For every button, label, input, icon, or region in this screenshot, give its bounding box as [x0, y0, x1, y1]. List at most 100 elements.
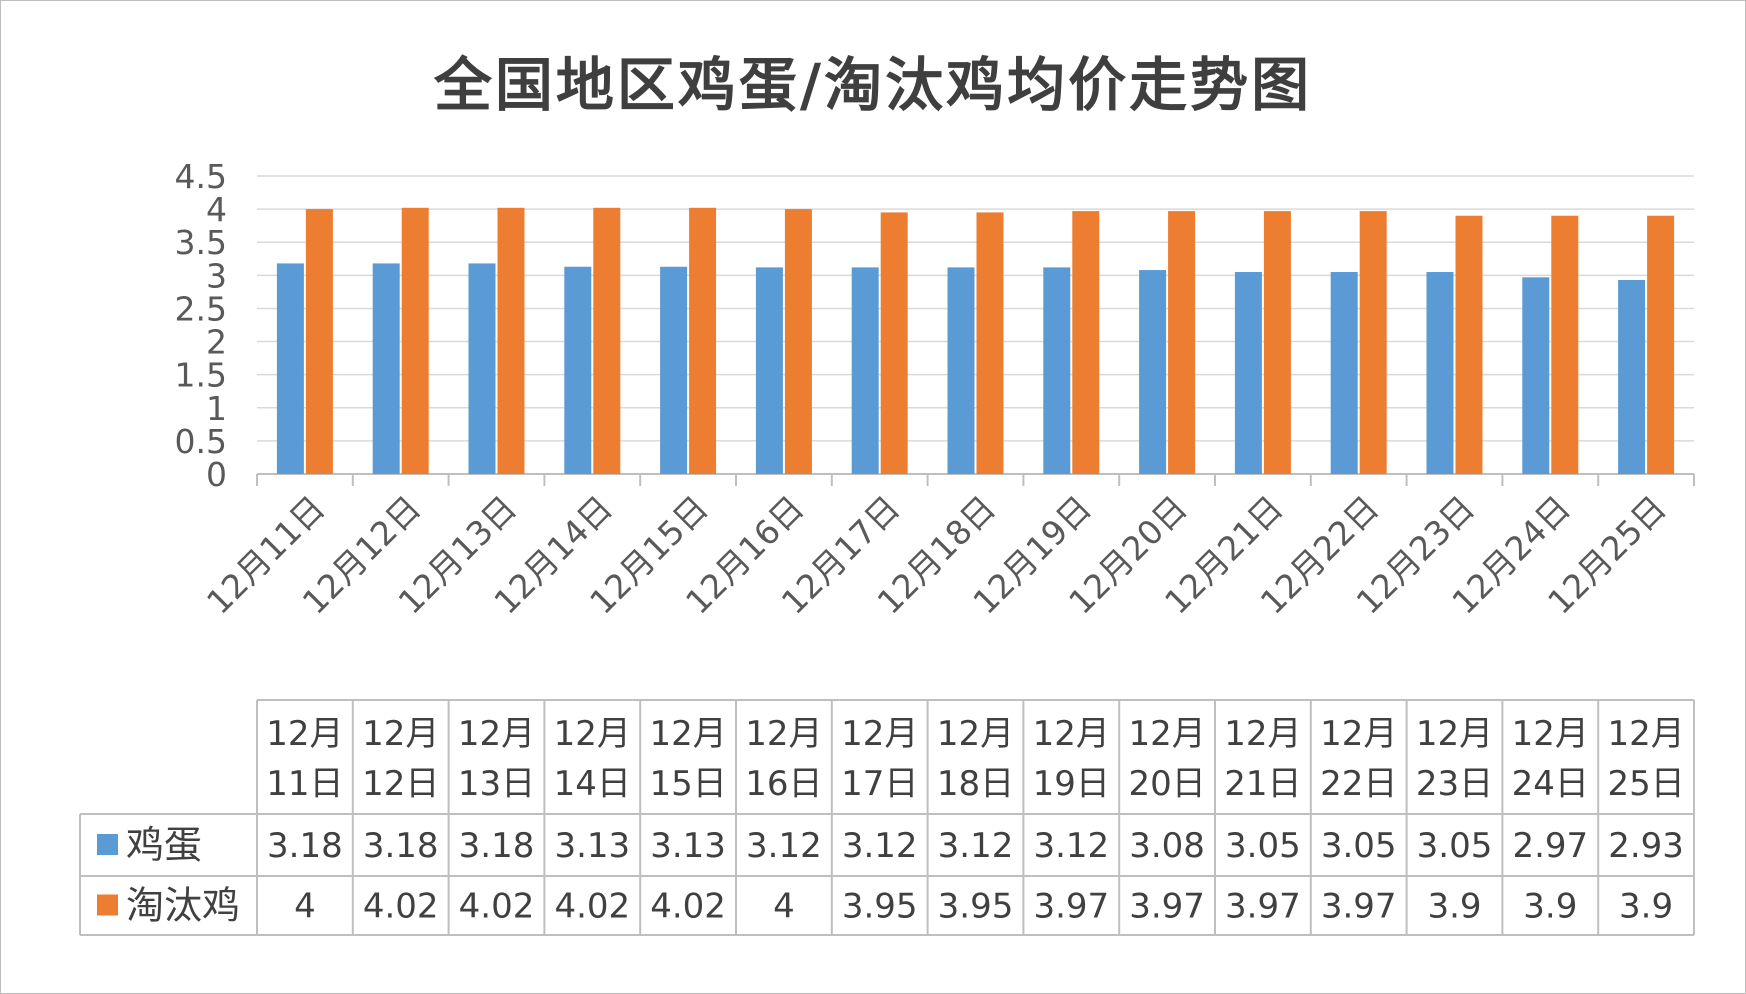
bar-egg	[851, 267, 879, 474]
bar-egg	[1043, 267, 1071, 474]
table-header-line2: 23日	[1416, 764, 1493, 804]
bar-egg	[660, 266, 688, 474]
bar-hen	[1072, 211, 1100, 474]
table-header-line1: 12月	[1512, 714, 1589, 754]
bar-egg	[372, 263, 400, 474]
y-tick-label: 0.5	[175, 422, 227, 461]
table-cell-value: 3.18	[363, 826, 439, 866]
bar-hen	[593, 207, 621, 474]
table-cell-value: 3.95	[938, 887, 1014, 927]
table-cell-value: 3.05	[1417, 826, 1493, 866]
table-header-line1: 12月	[1416, 714, 1493, 754]
bar-egg	[1522, 277, 1550, 474]
table-header-line2: 20日	[1128, 764, 1205, 804]
table-header-line1: 12月	[266, 714, 343, 754]
table-cell-value: 4.02	[650, 887, 726, 927]
bar-hen	[1359, 211, 1387, 474]
table-header-line2: 19日	[1033, 764, 1110, 804]
bar-hen	[401, 207, 429, 474]
y-tick-label: 1.5	[175, 356, 227, 395]
bar-egg	[1330, 272, 1358, 474]
table-cell-value: 4.02	[459, 887, 535, 927]
table-cell-value: 3.97	[1129, 887, 1205, 927]
table-cell-value: 2.97	[1512, 826, 1588, 866]
table-cell-value: 3.12	[1033, 826, 1109, 866]
table-header-line1: 12月	[554, 714, 631, 754]
table-cell-value: 3.95	[842, 887, 918, 927]
table-header-line2: 18日	[937, 764, 1014, 804]
table-header-line1: 12月	[937, 714, 1014, 754]
table-cell-value: 3.13	[554, 826, 630, 866]
table-header-line2: 13日	[458, 764, 535, 804]
bar-hen	[689, 207, 717, 474]
table-header-line2: 21日	[1224, 764, 1301, 804]
table-header-line1: 12月	[458, 714, 535, 754]
chart-title: 全国地区鸡蛋/淘汰鸡均价走势图	[433, 51, 1313, 119]
table-cell-value: 3.9	[1523, 887, 1577, 927]
table-cell-value: 3.18	[459, 826, 535, 866]
y-tick-label: 2.5	[175, 289, 227, 328]
legend-label: 淘汰鸡	[126, 884, 240, 928]
table-cell-value: 3.05	[1225, 826, 1301, 866]
y-tick-label: 2	[206, 323, 227, 362]
table-header-line2: 24日	[1512, 764, 1589, 804]
table-cell-value: 3.97	[1321, 887, 1397, 927]
bar-egg	[1618, 279, 1646, 474]
table-cell-value: 3.97	[1225, 887, 1301, 927]
bar-egg	[276, 263, 304, 474]
table-cell-value: 3.12	[938, 826, 1014, 866]
bar-hen	[976, 212, 1004, 474]
bar-hen	[1455, 215, 1483, 474]
table-header-line1: 12月	[841, 714, 918, 754]
table-header-line1: 12月	[362, 714, 439, 754]
table-header-line2: 11日	[266, 764, 343, 804]
table-header-line1: 12月	[1033, 714, 1110, 754]
table-cell-value: 4.02	[363, 887, 439, 927]
table-cell-value: 3.12	[746, 826, 822, 866]
table-cell-value: 3.97	[1033, 887, 1109, 927]
bar-hen	[305, 209, 333, 474]
table-header-line1: 12月	[1128, 714, 1205, 754]
y-tick-label: 4.5	[175, 157, 227, 196]
table-cell-value: 3.08	[1129, 826, 1205, 866]
y-tick-label: 0	[206, 455, 227, 494]
bar-egg	[947, 267, 975, 474]
bar-egg	[1139, 270, 1167, 474]
table-cell-value: 4	[773, 887, 795, 927]
table-cell-value: 3.9	[1619, 887, 1673, 927]
table-cell-value: 3.05	[1321, 826, 1397, 866]
bar-hen	[1647, 215, 1675, 474]
table-header-line1: 12月	[745, 714, 822, 754]
table-header-line2: 22日	[1320, 764, 1397, 804]
table-header-line2: 17日	[841, 764, 918, 804]
bar-hen	[784, 209, 812, 474]
bar-egg	[468, 263, 496, 474]
table-cell-value: 4	[294, 887, 316, 927]
bar-egg	[564, 266, 592, 474]
table-cell-value: 3.9	[1427, 887, 1481, 927]
table-cell-value: 3.12	[842, 826, 918, 866]
table-header-line2: 15日	[649, 764, 726, 804]
y-tick-label: 3	[206, 256, 227, 295]
bar-hen	[880, 212, 908, 474]
bar-egg	[1234, 272, 1262, 474]
table-header-line1: 12月	[1320, 714, 1397, 754]
bar-hen	[1263, 211, 1291, 474]
table-cell-value: 3.18	[267, 826, 343, 866]
bar-hen	[497, 207, 525, 474]
table-header-line1: 12月	[649, 714, 726, 754]
table-cell-value: 2.93	[1608, 826, 1684, 866]
bar-egg	[755, 267, 783, 474]
legend-key-egg	[97, 834, 118, 855]
table-cell-value: 3.13	[650, 826, 726, 866]
y-tick-label: 4	[206, 190, 227, 229]
bar-hen	[1168, 211, 1196, 474]
legend-label: 鸡蛋	[126, 823, 202, 867]
bar-egg	[1426, 272, 1454, 474]
bar-hen	[1551, 215, 1579, 474]
y-tick-label: 1	[206, 389, 227, 428]
table-cell-value: 4.02	[554, 887, 630, 927]
table-header-line1: 12月	[1224, 714, 1301, 754]
